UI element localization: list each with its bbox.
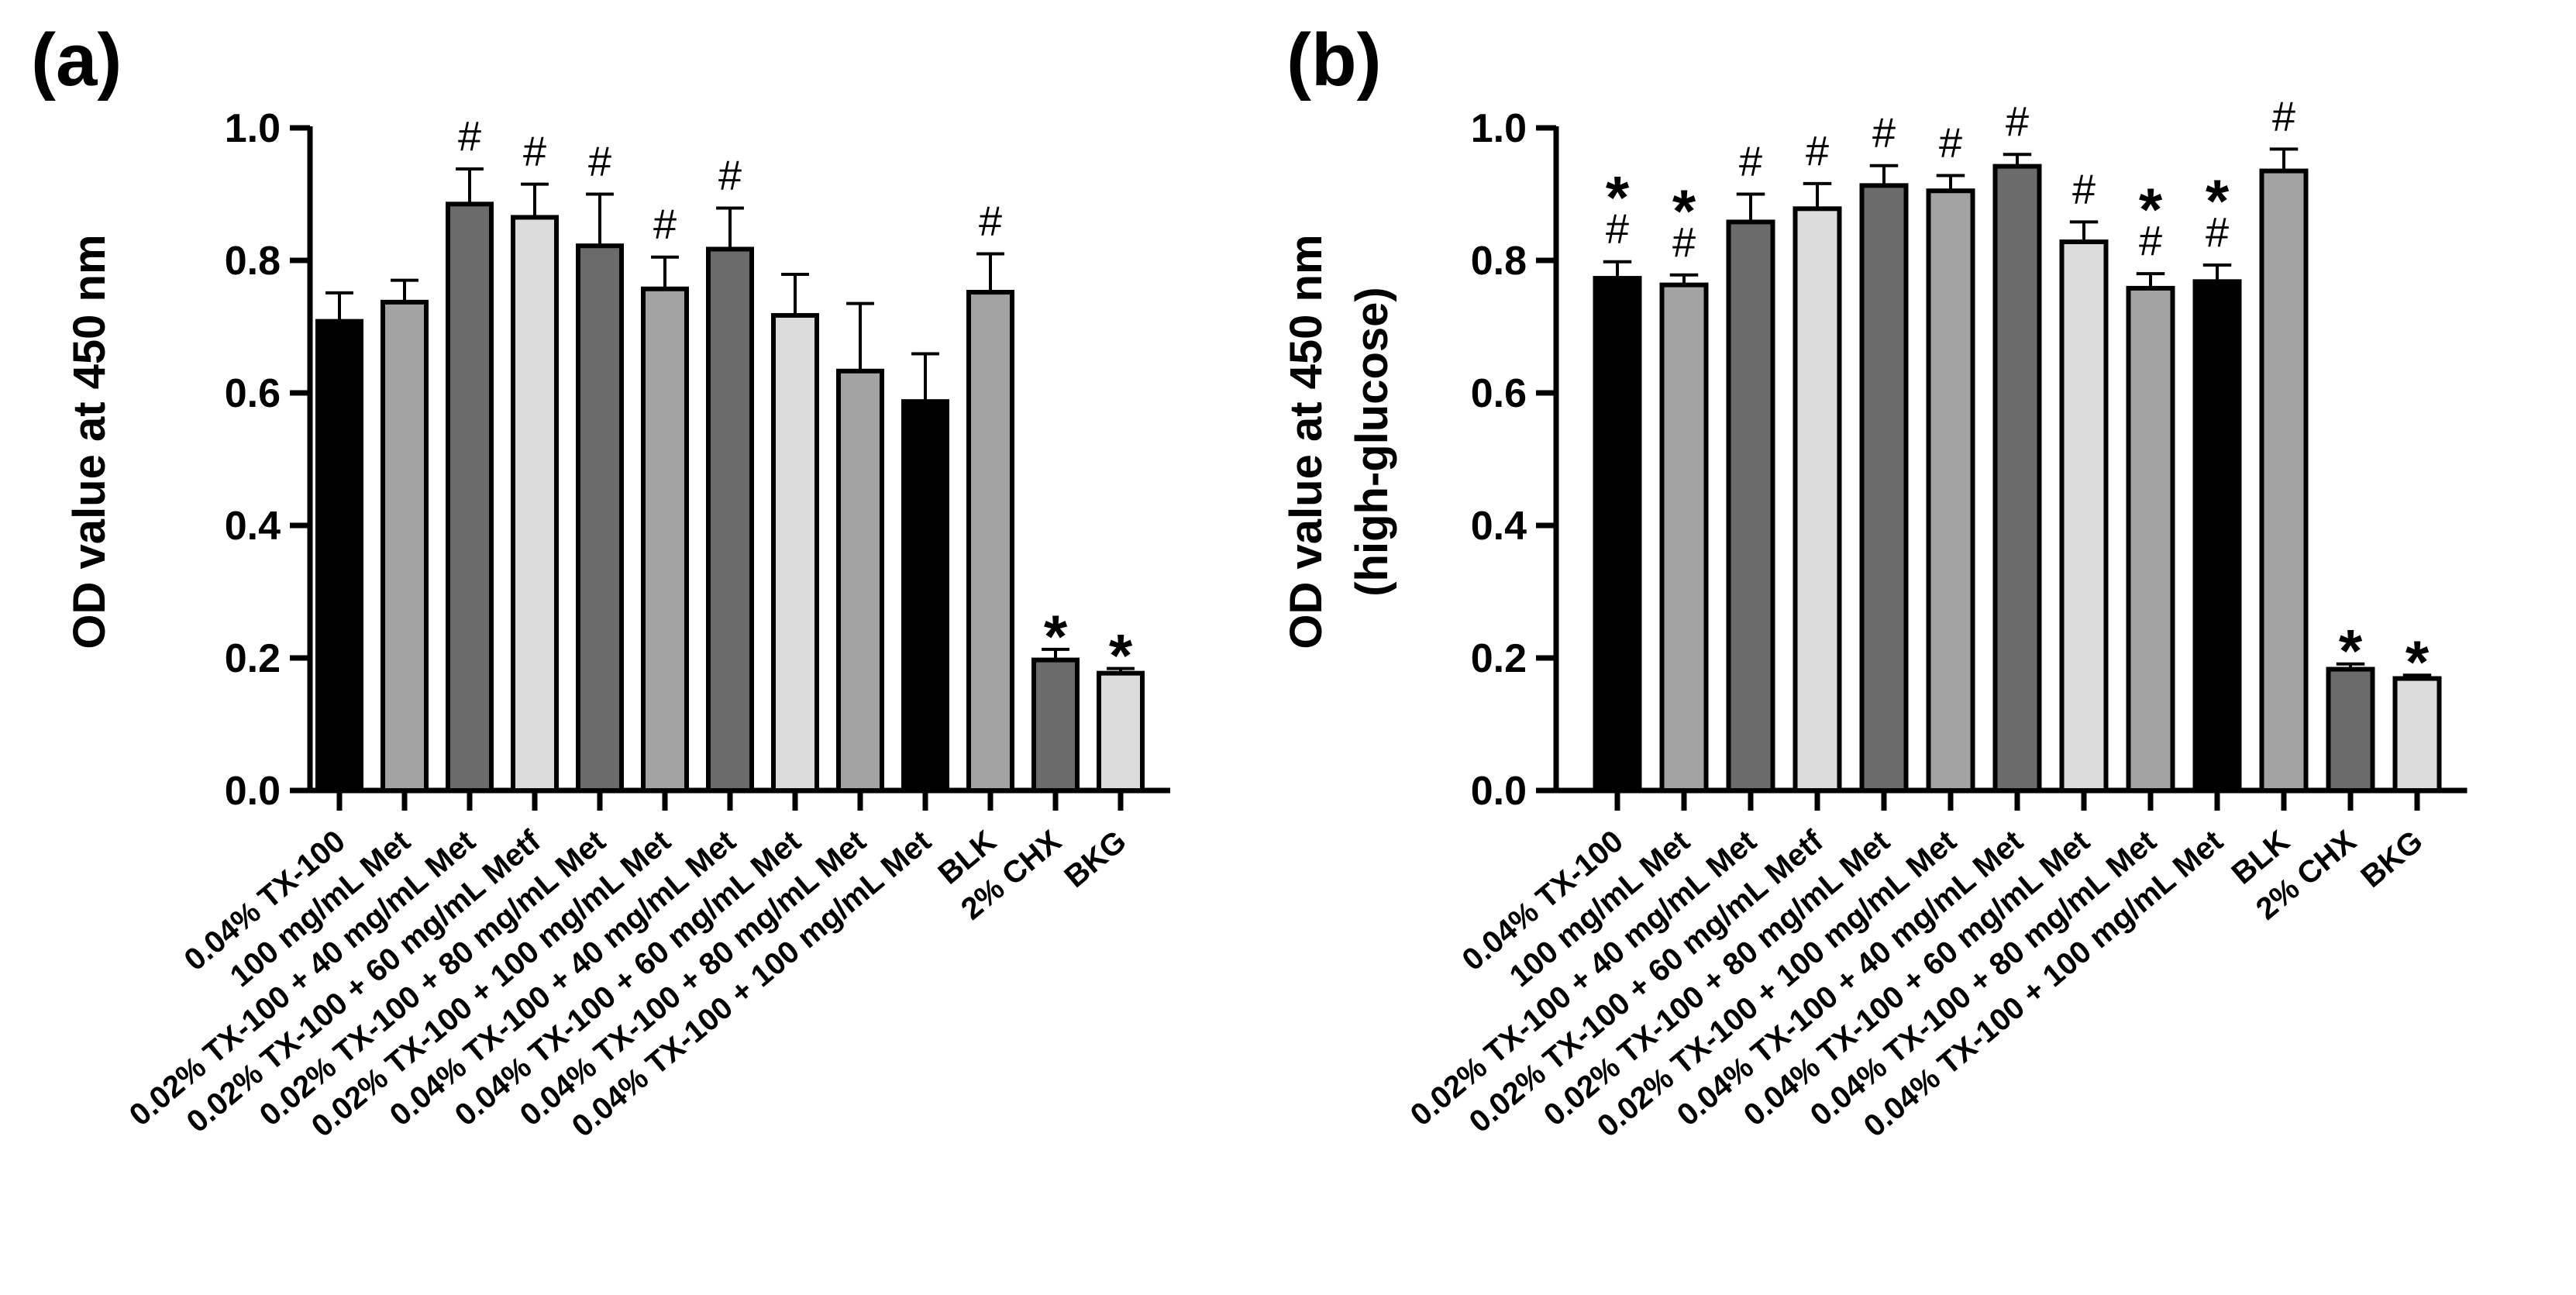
significance-hash: # xyxy=(1606,206,1629,253)
chart-b: (b) 0.0 0.2 0.4 0.6 0.8 1.0 OD value at 450 nm (… xyxy=(1281,19,2468,1144)
bar xyxy=(771,312,819,793)
y-tick-label: 0.4 xyxy=(1471,504,1527,549)
significance-star: * xyxy=(2406,628,2430,696)
significance-hash: # xyxy=(2006,98,2029,145)
significance-hash: # xyxy=(2139,218,2162,264)
y-tick-label: 0.2 xyxy=(1471,636,1527,681)
significance-hash: # xyxy=(588,139,611,185)
bar xyxy=(2126,285,2175,794)
significance-hash: # xyxy=(1872,110,1896,157)
y-tick-label: 1.0 xyxy=(1471,106,1527,151)
y-tick-label: 0.8 xyxy=(225,239,281,284)
significance-star: * xyxy=(1109,622,1133,690)
y-axis-title-line2: (high-glucose) xyxy=(1347,287,1397,597)
bar xyxy=(1593,276,1642,793)
significance-star: * xyxy=(2139,175,2163,243)
y-axis-title: OD value at 450 nm xyxy=(64,234,115,649)
y-axis-title: OD value at 450 nm xyxy=(1281,234,1331,649)
y-tick-label: 0.6 xyxy=(225,371,281,416)
significance-star: * xyxy=(1672,177,1696,245)
bar xyxy=(2392,676,2442,793)
bar xyxy=(2326,666,2375,793)
significance-hash: # xyxy=(653,201,677,248)
bar xyxy=(1992,164,2042,793)
significance-star: * xyxy=(2206,167,2230,235)
bar xyxy=(511,215,559,793)
significance-hash: # xyxy=(2072,166,2096,212)
y-tick-label: 0.2 xyxy=(225,636,281,681)
panel-label: (a) xyxy=(31,19,122,102)
bar xyxy=(2259,168,2309,793)
significance-star: * xyxy=(1606,164,1630,232)
significance-hash: # xyxy=(1806,128,1829,174)
panel-label: (b) xyxy=(1286,19,1382,102)
significance-hash: # xyxy=(523,129,546,175)
significance-hash: # xyxy=(1939,120,1962,167)
bar xyxy=(1726,219,1775,794)
significance-star: * xyxy=(1044,602,1068,670)
significance-hash: # xyxy=(2206,209,2229,256)
significance-hash: # xyxy=(2272,93,2295,139)
bar xyxy=(836,368,884,794)
bar xyxy=(706,246,754,793)
bar xyxy=(576,243,624,793)
y-tick-label: 0.0 xyxy=(1471,769,1527,814)
chart-a: (a)0.00.20.40.60.81.0OD value at 450 nm0… xyxy=(31,19,1170,1144)
y-tick-label: 1.0 xyxy=(225,106,281,151)
significance-hash: # xyxy=(1739,139,1762,185)
bar xyxy=(2192,279,2242,793)
y-tick-label: 0.8 xyxy=(1471,239,1527,284)
bar xyxy=(966,290,1014,794)
significance-star: * xyxy=(2339,617,2363,685)
bar xyxy=(1793,206,1842,793)
y-tick-label: 0.6 xyxy=(1471,371,1527,416)
bar xyxy=(901,399,949,793)
x-tick-label: BKG xyxy=(2354,824,2429,894)
bar xyxy=(1659,282,1709,793)
bar xyxy=(1097,670,1145,793)
bar xyxy=(2059,239,2109,793)
bar xyxy=(1859,183,1909,793)
y-tick-label: 0.4 xyxy=(225,504,281,549)
significance-hash: # xyxy=(458,113,481,160)
significance-hash: # xyxy=(718,152,742,198)
bar xyxy=(446,201,494,793)
bar xyxy=(1031,657,1080,793)
significance-hash: # xyxy=(979,198,1002,244)
significance-hash: # xyxy=(1672,219,1696,266)
x-tick-label: BKG xyxy=(1058,824,1132,894)
bar xyxy=(315,319,363,794)
bar xyxy=(381,299,429,793)
bar xyxy=(641,286,689,793)
bar xyxy=(1926,188,1975,794)
y-tick-label: 0.0 xyxy=(225,769,281,814)
